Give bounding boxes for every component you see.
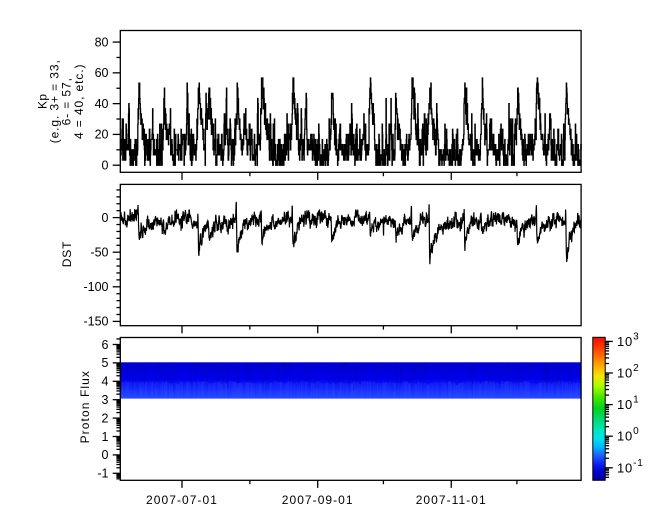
svg-text:5: 5 (102, 356, 109, 370)
svg-text:80: 80 (95, 35, 109, 49)
svg-text:4: 4 (102, 375, 109, 389)
svg-text:2007-09-01: 2007-09-01 (282, 493, 354, 507)
svg-text:-150: -150 (83, 315, 108, 329)
svg-text:0: 0 (102, 448, 109, 462)
svg-text:40: 40 (95, 97, 109, 111)
svg-text:0: 0 (102, 159, 109, 173)
svg-text:Kp: Kp (35, 94, 49, 109)
svg-text:-1: -1 (97, 467, 108, 481)
svg-text:Proton Flux: Proton Flux (78, 370, 92, 443)
svg-text:4 = 40, etc.): 4 = 40, etc.) (72, 64, 86, 139)
svg-text:60: 60 (95, 66, 109, 80)
svg-text:6: 6 (102, 338, 109, 352)
svg-text:2: 2 (102, 411, 109, 425)
svg-text:-50: -50 (90, 246, 108, 260)
svg-text:0: 0 (102, 211, 109, 225)
svg-text:DST: DST (60, 241, 74, 268)
svg-text:-100: -100 (83, 280, 108, 294)
svg-text:2007-11-01: 2007-11-01 (416, 493, 487, 507)
svg-text:1: 1 (102, 430, 109, 444)
svg-text:6- = 57,: 6- = 57, (60, 77, 74, 125)
svg-text:2007-07-01: 2007-07-01 (146, 493, 218, 507)
svg-text:20: 20 (95, 128, 109, 142)
svg-text:3: 3 (102, 393, 109, 407)
svg-text:(e.g. 3+ = 33,: (e.g. 3+ = 33, (47, 59, 61, 143)
